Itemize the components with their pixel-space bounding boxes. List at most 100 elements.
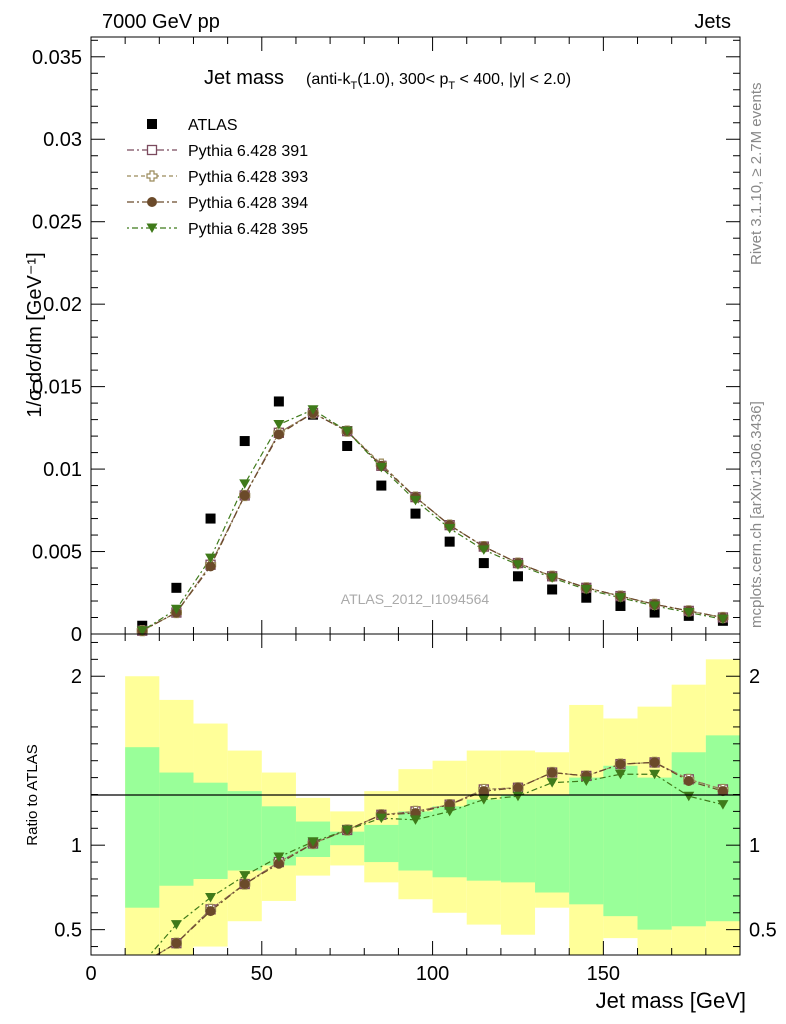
- ratio-point: [512, 782, 523, 793]
- ratio-point: [205, 906, 216, 917]
- ratio-plot-area: [125, 659, 740, 955]
- ratio-point: [273, 852, 285, 863]
- series-line-pythia-6-428-395: [141, 409, 724, 632]
- ratio-point: [717, 786, 728, 797]
- data-point: [615, 600, 626, 611]
- main-y-axis-label: 1/σ dσ/dm [GeV⁻¹]: [24, 252, 46, 417]
- data-point: [273, 429, 284, 440]
- data-point: [239, 490, 250, 501]
- uncertainty-band-inner: [500, 794, 536, 883]
- ratio-point: [547, 767, 558, 778]
- ratio-point: [239, 879, 250, 890]
- y-tick-label: 0.02: [43, 294, 82, 316]
- ratio-point: [614, 769, 626, 780]
- uncertainty-band-inner: [227, 791, 262, 871]
- ratio-point: [205, 893, 217, 903]
- data-point: [375, 462, 387, 473]
- data-point: [376, 480, 387, 491]
- ratio-point: [273, 858, 284, 869]
- uncertainty-band-inner: [569, 777, 604, 905]
- data-point: [580, 584, 592, 595]
- header-right: Jets: [694, 11, 731, 33]
- data-point: [307, 405, 319, 415]
- ratio-y-tick-label: 1: [71, 835, 82, 857]
- analysis-watermark: ATLAS_2012_I1094564: [341, 591, 490, 607]
- mcplots-label: mcplots.cern.ch [arXiv:1306.3436]: [748, 401, 765, 628]
- legend-label: Pythia 6.428 391: [188, 143, 308, 160]
- ratio-point: [649, 769, 661, 780]
- legend-marker: [147, 119, 157, 129]
- data-point: [717, 614, 729, 625]
- ratio-point: [546, 778, 558, 788]
- uncertainty-band-inner: [193, 782, 228, 879]
- ratio-point: [137, 958, 147, 968]
- main-title-suffix: (anti-kT(1.0), 300< pT < 400, |y| < 2.0): [306, 71, 571, 92]
- legend-label: ATLAS: [188, 117, 238, 134]
- ratio-point: [444, 806, 456, 817]
- ratio-point: [410, 815, 421, 825]
- uncertainty-band-inner: [535, 794, 570, 893]
- ratio-point: [683, 791, 695, 802]
- ratio-y-tick-label-right: 1: [749, 835, 760, 857]
- ratio-point: [580, 776, 592, 786]
- data-point: [170, 604, 182, 615]
- ratio-y-axis-label: Ratio to ATLAS: [24, 744, 41, 845]
- uncertainty-band-inner: [364, 824, 399, 863]
- ratio-point: [138, 959, 147, 968]
- uncertainty-band-inner: [432, 806, 467, 878]
- y-tick-label: 0.015: [32, 377, 82, 399]
- uncertainty-band-inner: [159, 772, 194, 886]
- main-title: Jet mass: [204, 67, 284, 89]
- x-tick-label: 100: [416, 963, 449, 985]
- y-tick-label: 0.025: [32, 212, 82, 234]
- legend-label: Pythia 6.428 393: [188, 169, 308, 186]
- ratio-point: [615, 759, 626, 770]
- uncertainty-band-inner: [603, 765, 638, 917]
- ratio-point: [137, 959, 148, 969]
- data-point: [444, 523, 456, 534]
- legend-label: Pythia 6.428 395: [188, 221, 308, 238]
- ratio-point: [478, 786, 489, 797]
- data-point: [547, 584, 558, 595]
- ratio-y-tick-label-right: 2: [749, 666, 760, 688]
- legend-marker: [146, 144, 158, 156]
- ratio-point: [137, 958, 147, 968]
- ratio-point: [307, 837, 319, 847]
- data-point: [546, 573, 558, 583]
- legend-marker: [147, 197, 157, 207]
- data-point: [581, 592, 592, 603]
- y-tick-label: 0.035: [32, 47, 82, 69]
- data-point: [171, 582, 182, 593]
- data-point: [136, 626, 148, 636]
- legend-marker: [146, 170, 158, 182]
- legend: ATLAS Pythia 6.428 391 Pythia 6.428 393 Pyt…: [127, 117, 308, 238]
- uncertainty-band-inner: [637, 777, 672, 930]
- y-tick-label: 0: [71, 624, 82, 646]
- legend-label: Pythia 6.428 394: [188, 195, 308, 212]
- data-point: [614, 593, 626, 603]
- data-point: [649, 607, 660, 618]
- ratio-point: [478, 795, 490, 805]
- data-point: [478, 545, 490, 555]
- ratio-point: [171, 938, 182, 949]
- ratio-point: [375, 813, 387, 824]
- x-tick-label: 50: [251, 963, 273, 985]
- data-point: [341, 426, 353, 437]
- x-tick-label: 0: [85, 963, 96, 985]
- data-point: [512, 571, 523, 582]
- data-point: [273, 396, 284, 407]
- data-point: [649, 601, 661, 611]
- ratio-point: [170, 920, 182, 930]
- uncertainty-band-inner: [330, 831, 365, 846]
- data-point: [239, 479, 251, 489]
- uncertainty-band-inner: [466, 799, 501, 881]
- ratio-point: [649, 757, 660, 768]
- series-line-pythia-6-428-394: [141, 412, 724, 632]
- ratio-point: [683, 775, 694, 786]
- data-point: [273, 420, 285, 430]
- data-point: [205, 553, 217, 564]
- y-tick-label: 0.03: [43, 129, 82, 151]
- data-point: [410, 495, 421, 506]
- data-point: [683, 608, 695, 618]
